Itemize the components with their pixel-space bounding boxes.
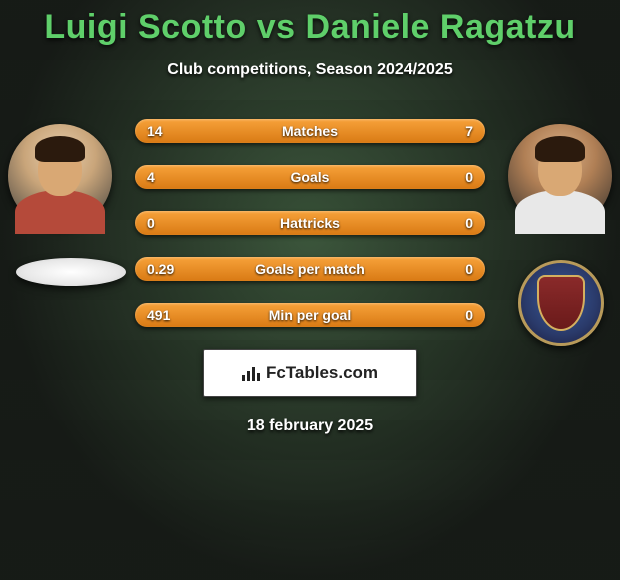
brand-label: FcTables.com xyxy=(266,363,378,383)
stat-row-min-per-goal: 491 Min per goal 0 xyxy=(135,303,485,327)
comparison-infographic: Luigi Scotto vs Daniele Ragatzu Club com… xyxy=(0,0,620,580)
stat-label: Matches xyxy=(135,119,485,143)
bar-chart-icon xyxy=(242,365,262,381)
comparison-title: Luigi Scotto vs Daniele Ragatzu xyxy=(0,8,620,47)
stat-value-right: 0 xyxy=(465,165,473,189)
stat-value-right: 7 xyxy=(465,119,473,143)
stat-row-goals-per-match: 0.29 Goals per match 0 xyxy=(135,257,485,281)
stat-label: Min per goal xyxy=(135,303,485,327)
stat-value-right: 0 xyxy=(465,211,473,235)
vs-separator: vs xyxy=(257,8,296,46)
stat-value-right: 0 xyxy=(465,257,473,281)
brand-watermark: FcTables.com xyxy=(203,349,417,397)
stat-label: Hattricks xyxy=(135,211,485,235)
stat-value-right: 0 xyxy=(465,303,473,327)
stat-label: Goals per match xyxy=(135,257,485,281)
stat-bars: 14 Matches 7 4 Goals 0 0 Hattricks 0 0.2… xyxy=(135,119,485,327)
brand-text: FcTables.com xyxy=(242,363,378,383)
stat-row-matches: 14 Matches 7 xyxy=(135,119,485,143)
stat-row-goals: 4 Goals 0 xyxy=(135,165,485,189)
player2-name: Daniele Ragatzu xyxy=(306,8,576,46)
season-subtitle: Club competitions, Season 2024/2025 xyxy=(0,61,620,79)
stats-area: 14 Matches 7 4 Goals 0 0 Hattricks 0 0.2… xyxy=(0,119,620,327)
stat-row-hattricks: 0 Hattricks 0 xyxy=(135,211,485,235)
player1-name: Luigi Scotto xyxy=(44,8,246,46)
stat-label: Goals xyxy=(135,165,485,189)
comparison-date: 18 february 2025 xyxy=(0,417,620,435)
